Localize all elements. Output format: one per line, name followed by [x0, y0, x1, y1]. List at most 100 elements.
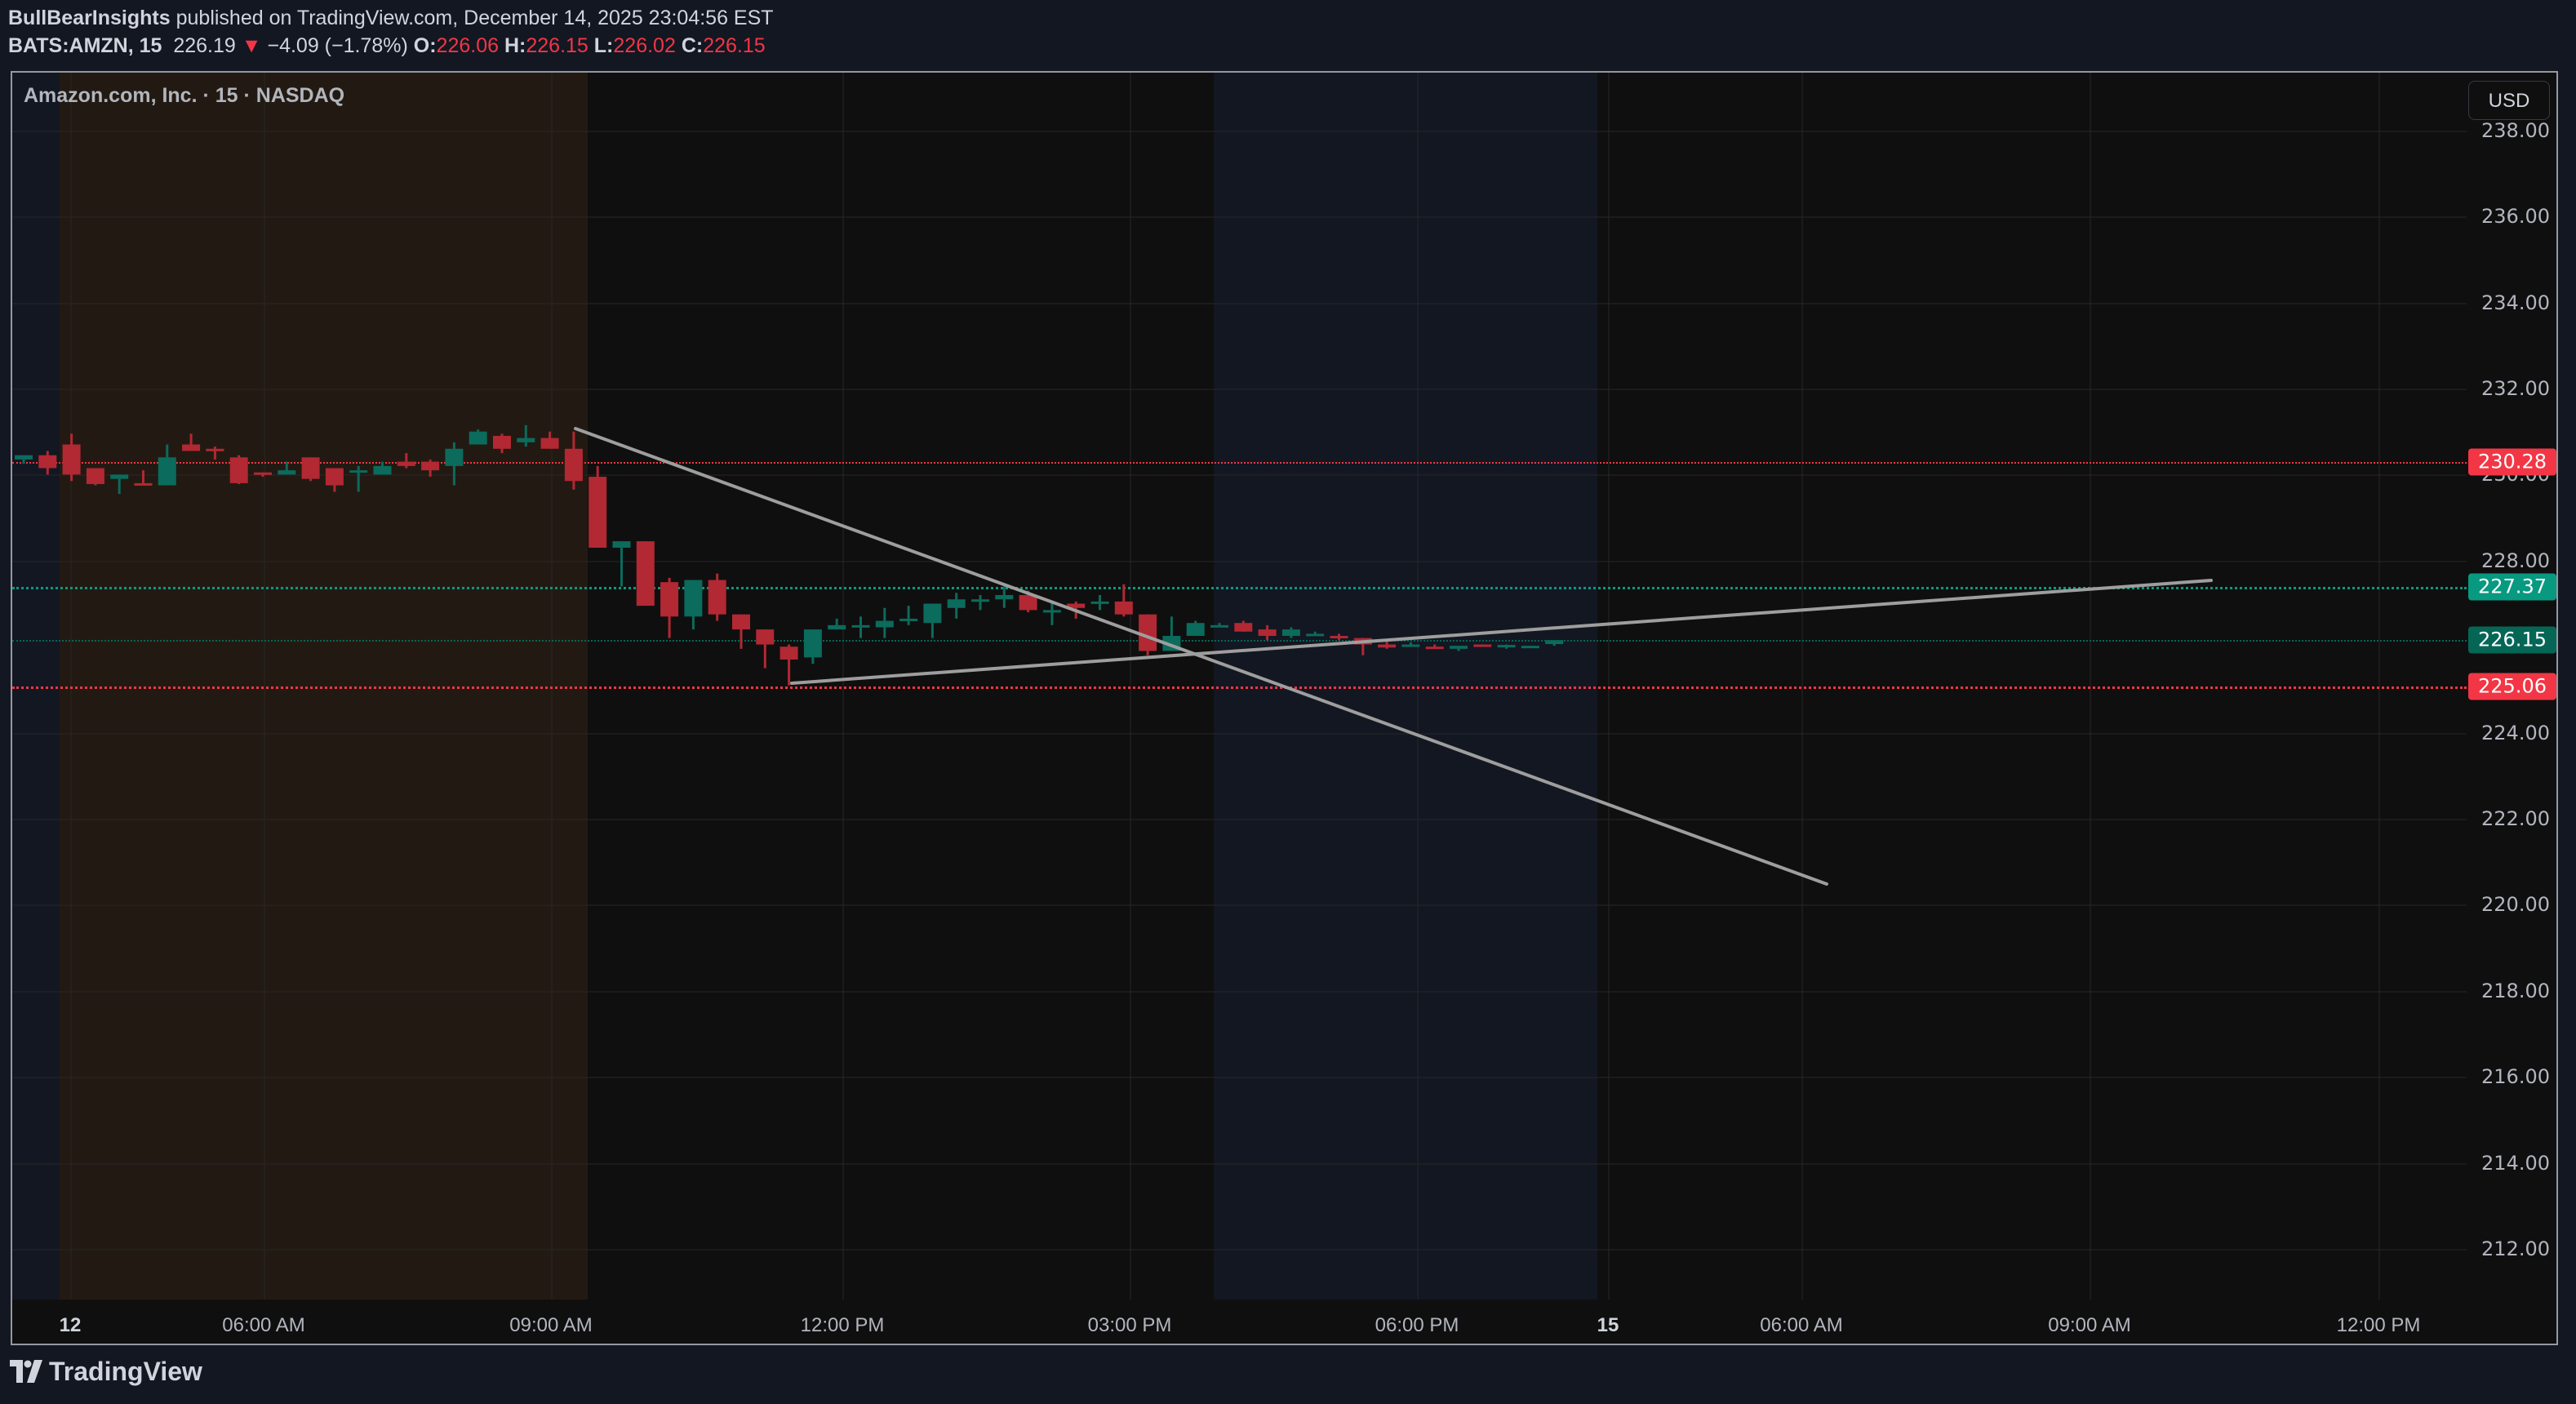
candle [86, 468, 104, 484]
afterhours-region [1214, 73, 1597, 1300]
candle [660, 582, 679, 617]
price-tick-label: 238.00 [2481, 118, 2550, 142]
candle [373, 465, 392, 475]
candle [851, 624, 870, 628]
open-label: O: [413, 34, 437, 57]
candle [1234, 623, 1253, 632]
candle [15, 455, 33, 460]
symbol-label: BATS:AMZN, 15 [8, 34, 162, 57]
candle [110, 474, 129, 479]
candle [899, 618, 918, 621]
candle [564, 448, 583, 482]
time-gridline [264, 73, 265, 1300]
time-gridline [551, 73, 553, 1300]
low-value: 226.02 [613, 34, 676, 57]
time-tick-label: 06:00 AM [1760, 1314, 1843, 1336]
time-gridline [1130, 73, 1131, 1300]
time-tick-label: 12:00 PM [800, 1314, 885, 1336]
candle [1330, 636, 1348, 639]
ascending-trendline[interactable] [790, 579, 2213, 685]
price-tick-label: 222.00 [2481, 807, 2550, 830]
price-tick-label: 214.00 [2481, 1151, 2550, 1175]
candle [732, 614, 750, 630]
candlestick-series [15, 424, 1564, 686]
price-axis[interactable]: USD 238.00236.00234.00232.00230.00228.00… [2467, 73, 2556, 1344]
tradingview-logo-icon [10, 1360, 42, 1383]
candle [1067, 603, 1086, 608]
candle [38, 455, 57, 469]
price-gridline [12, 732, 2467, 735]
tradingview-logo[interactable]: TradingView [10, 1355, 202, 1388]
candle [1042, 610, 1061, 613]
candle [756, 629, 775, 645]
candle [1258, 629, 1277, 637]
time-gridline [2090, 73, 2091, 1300]
price-tick-label: 236.00 [2481, 205, 2550, 229]
candle [325, 468, 344, 486]
chart-title: Amazon.com, Inc. · 15 · NASDAQ [24, 84, 345, 107]
candle [1186, 623, 1205, 637]
currency-button[interactable]: USD [2468, 81, 2550, 120]
candle [1139, 614, 1157, 651]
candle [1497, 645, 1516, 648]
candle [1090, 601, 1109, 604]
candle [301, 457, 320, 479]
chart-plot-area[interactable]: Amazon.com, Inc. · 15 · NASDAQ [12, 73, 2467, 1300]
price-tick-label: 212.00 [2481, 1237, 2550, 1260]
time-tick-label: 06:00 PM [1375, 1314, 1459, 1336]
price-tick-label: 228.00 [2481, 549, 2550, 572]
descending-trendline[interactable] [574, 427, 1828, 886]
candle [923, 603, 942, 624]
low-label: L: [593, 34, 614, 57]
time-gridline [1417, 73, 1419, 1300]
time-tick-label: 12 [59, 1314, 82, 1336]
publish-info: BullBearInsights published on TradingVie… [8, 7, 774, 30]
price-gridline [12, 560, 2467, 562]
candle [828, 624, 846, 630]
price-gridline [12, 1249, 2467, 1251]
price-tick-label: 220.00 [2481, 893, 2550, 917]
candle [1425, 646, 1444, 650]
candle [517, 438, 535, 442]
author-name: BullBearInsights [8, 7, 171, 29]
price-tick-label: 232.00 [2481, 377, 2550, 400]
trendlines[interactable] [12, 73, 2467, 1300]
candle [278, 470, 296, 475]
candle [134, 482, 153, 486]
candle [182, 444, 201, 451]
candle [1306, 633, 1325, 637]
candle [1019, 594, 1037, 611]
candle [1450, 646, 1468, 649]
candle [1521, 646, 1539, 649]
price-gridline [12, 1077, 2467, 1079]
candle [540, 438, 559, 449]
candle [1114, 601, 1133, 615]
time-tick-label: 12:00 PM [2336, 1314, 2421, 1336]
candle [971, 599, 989, 602]
time-tick-label: 06:00 AM [222, 1314, 305, 1336]
price-tick-label: 224.00 [2481, 721, 2550, 744]
candle [708, 580, 726, 615]
candle [995, 594, 1014, 600]
candle [397, 461, 415, 466]
prev-close-line [12, 462, 2467, 464]
previous-close-price-tag: 230.28 [2468, 448, 2556, 476]
time-gridline [1801, 73, 1803, 1300]
afterhours-region-prev [12, 73, 60, 1300]
candle [158, 457, 176, 486]
candle [206, 448, 224, 451]
time-gridline [842, 73, 844, 1300]
candle [229, 457, 248, 483]
time-tick-label: 15 [1597, 1314, 1619, 1336]
candle [445, 448, 464, 466]
candle [588, 477, 607, 548]
price-gridline [12, 1162, 2467, 1165]
price-gridline [12, 474, 2467, 477]
candle [1378, 644, 1397, 648]
last-price: 226.19 [173, 34, 236, 57]
price-gridline [12, 302, 2467, 304]
time-axis[interactable]: 12 06:00 AM 09:00 AM 12:00 PM 03:00 PM 06:00 … [12, 1300, 2467, 1344]
low-line-price-tag: 225.06 [2468, 673, 2556, 700]
high-line-price-tag: 227.37 [2468, 573, 2556, 601]
close-value: 226.15 [703, 34, 766, 57]
